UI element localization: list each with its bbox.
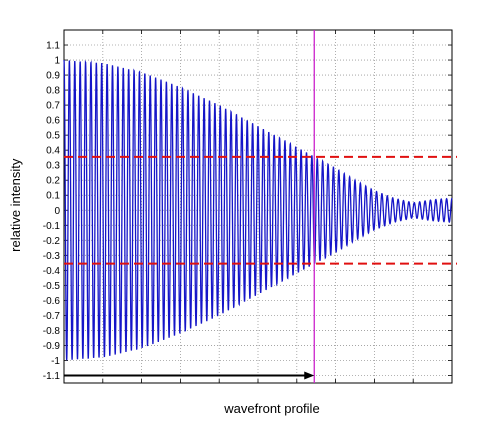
y-tick-label: 0.3 xyxy=(46,161,60,172)
y-tick-label: 0.7 xyxy=(46,101,60,112)
y-tick-label: 0.2 xyxy=(46,176,60,187)
y-tick-label: 0.5 xyxy=(46,131,60,142)
y-ticks: 1.1 1 0.9 0.8 0.7 0.6 0.5 0.4 0.3 0.2 0.1 0 -0.1 -0.2… xyxy=(43,30,452,383)
y-tick-label: -0.1 xyxy=(43,221,61,232)
x-axis-label: wavefront profile xyxy=(223,401,319,416)
y-tick-label: 0.9 xyxy=(46,71,60,82)
y-tick-label: -0.9 xyxy=(43,341,61,352)
y-tick-label: -1.1 xyxy=(43,371,61,382)
y-tick-label: -0.6 xyxy=(43,296,61,307)
y-tick-label: 1.1 xyxy=(46,41,60,52)
y-tick-label: 0.1 xyxy=(46,191,60,202)
y-tick-label: -0.7 xyxy=(43,311,61,322)
series-line xyxy=(63,59,453,361)
y-tick-label: -0.4 xyxy=(43,266,61,277)
y-tick-label: 1 xyxy=(54,56,60,67)
y-tick-label: 0.8 xyxy=(46,86,60,97)
y-tick-label: 0 xyxy=(54,206,60,217)
y-tick-label: -0.5 xyxy=(43,281,61,292)
arrow-head xyxy=(304,371,315,380)
y-axis-label: relative intensity xyxy=(8,158,23,252)
y-tick-label: -0.3 xyxy=(43,251,61,262)
y-tick-label: -0.8 xyxy=(43,326,61,337)
y-tick-label: 0.4 xyxy=(46,146,60,157)
y-tick-label: 0.6 xyxy=(46,116,60,127)
y-tick-label: -1 xyxy=(51,356,60,367)
reference-lines xyxy=(64,30,457,383)
y-tick-label: -0.2 xyxy=(43,236,61,247)
series-group xyxy=(63,59,453,361)
